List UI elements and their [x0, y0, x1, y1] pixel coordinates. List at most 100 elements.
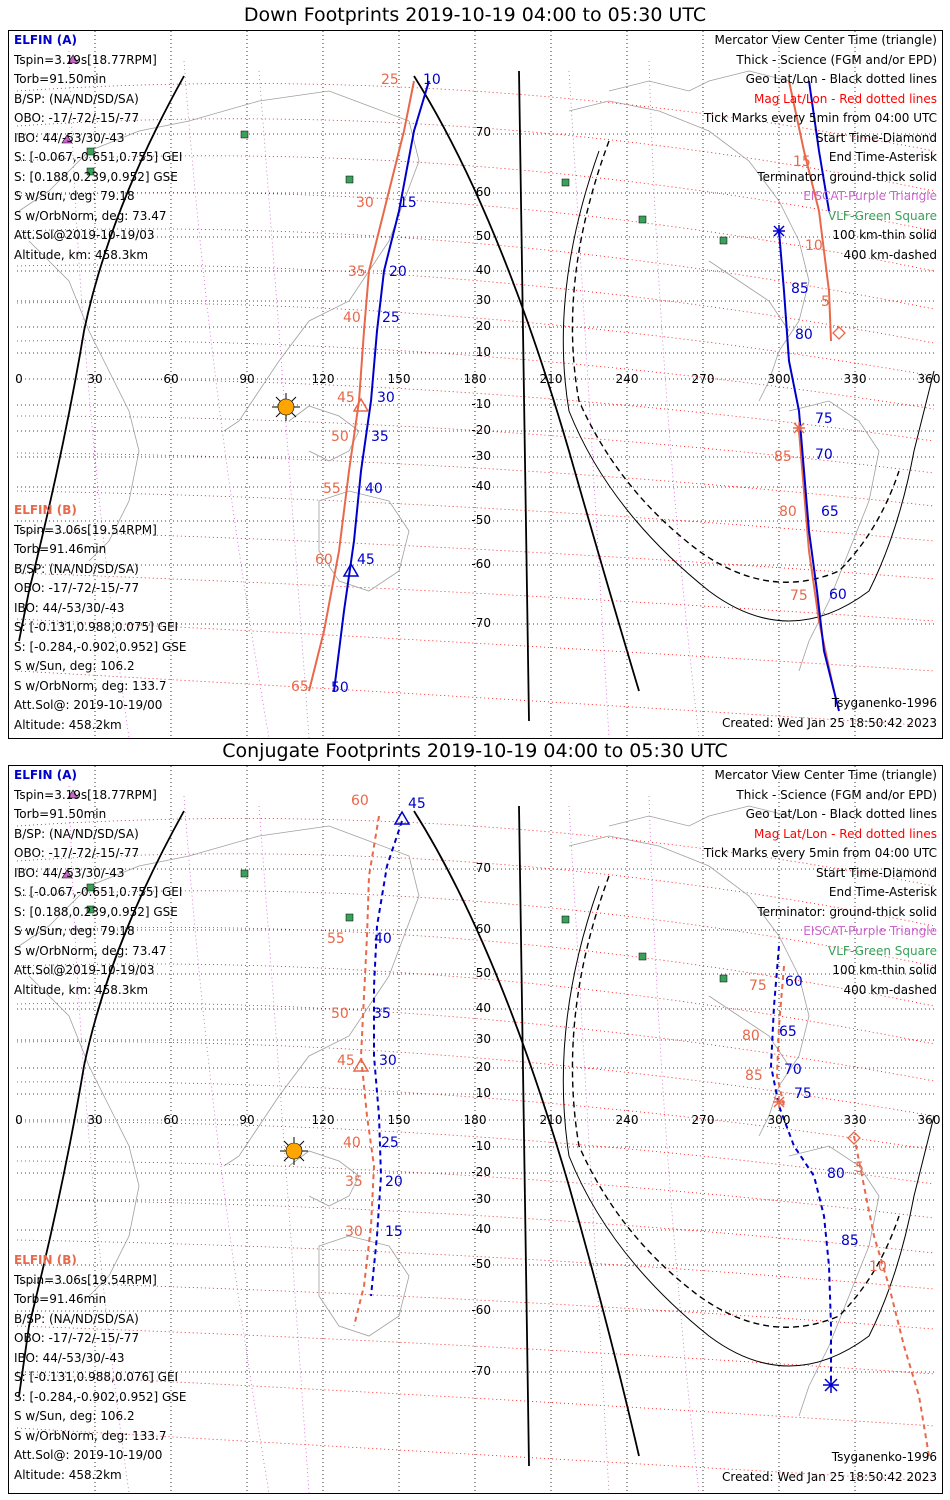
lat-label: 70: [476, 125, 491, 139]
lat-label: 10: [476, 345, 491, 359]
legend-item: Geo Lat/Lon - Black dotted lines: [745, 807, 937, 821]
lat-label: 20: [476, 1060, 491, 1074]
legend-item: Start Time-Diamond: [815, 130, 937, 145]
track-tick-label: 85: [841, 1233, 859, 1249]
track-tick-label: 25: [381, 72, 399, 88]
lon-label: 180: [464, 372, 487, 386]
track-tick-label: 15: [385, 1224, 403, 1240]
lat-label: -30: [471, 449, 491, 463]
legend-item: EISCAT-Purple Triangle: [803, 924, 937, 938]
lat-label: -60: [471, 1303, 491, 1317]
panel-title-down: Down Footprints 2019-10-19 04:00 to 05:3…: [243, 4, 707, 26]
lat-label: 70: [476, 861, 491, 875]
legend-item: 400 km-dashed: [843, 982, 937, 997]
info-line: S: [-0.067,-0.651,0.755] GEI: [14, 150, 183, 164]
lat-label: 50: [476, 229, 491, 243]
legend-item: Tick Marks every 5min from 04:00 UTC: [703, 846, 937, 860]
info-line: IBO: 44/-53/30/-43: [14, 130, 125, 145]
info-line: OBO: -17/-72/-15/-77: [14, 1331, 140, 1345]
info-line: OBO: -17/-72/-15/-77: [14, 111, 140, 125]
lat-label: 10: [476, 1086, 491, 1100]
info-line: S: [0.188,0.239,0.952] GSE: [14, 169, 178, 184]
info-line: S w/OrbNorm, deg: 133.7: [14, 678, 167, 693]
legend-item: End Time-Asterisk: [828, 885, 937, 899]
sun-icon: [280, 1137, 308, 1165]
info-line: S: [-0.284,-0.902,0.952] GSE: [14, 639, 187, 654]
legend-item: VLF-Green Square: [828, 208, 937, 223]
info-line: Tspin=3.06s[19.54RPM]: [14, 522, 157, 537]
start-diamond-b: [832, 326, 846, 340]
lat-label: 50: [476, 966, 491, 980]
lon-label: 120: [312, 1113, 335, 1127]
lat-label: -40: [471, 479, 491, 493]
lat-label: -30: [471, 1192, 491, 1206]
info-line: S w/Sun, deg: 106.2: [14, 1409, 135, 1423]
vlf-stations: [86, 130, 728, 245]
track-tick-label: 75: [815, 411, 833, 427]
footprint-boundary-dashed: [571, 140, 900, 583]
track-tick-label: 45: [337, 1053, 355, 1069]
start-diamond-b: [847, 1131, 861, 1145]
legend-item: Thick - Science (FGM and/or EPD): [736, 787, 937, 802]
info-line: IBO: 44/-53/30/-43: [14, 865, 125, 880]
track-elfin-a: [370, 820, 832, 1386]
mag-grid: [16, 818, 935, 1482]
track-tick-label: 50: [331, 429, 349, 445]
view-center-triangle-a: [393, 810, 411, 825]
track-tick-label: 40: [343, 310, 361, 326]
lat-label: -60: [471, 557, 491, 571]
track-tick-label: 80: [779, 504, 797, 520]
lat-label: 40: [476, 263, 491, 277]
lon-label: 0: [15, 372, 23, 386]
track-tick-label: 35: [371, 429, 389, 445]
eiscat-triangle: [67, 54, 79, 64]
coastlines: [18, 70, 880, 672]
map-canvas-down: 70 60 50 40 30 20 10 -10 -20 -30 -40 -50…: [15, 31, 940, 738]
lon-label: 180: [464, 1113, 487, 1127]
lon-label: 300: [768, 372, 791, 386]
lat-label: -40: [471, 1222, 491, 1236]
info-line: B/SP: (NA/ND/SD/SA): [14, 561, 139, 576]
track-tick-label: 85: [791, 281, 809, 297]
elfin-b-title: ELFIN (B): [14, 503, 77, 517]
info-line: Tspin=3.19s[18.77RPM]: [14, 52, 157, 67]
map-panel-down: 70 60 50 40 30 20 10 -10 -20 -30 -40 -50…: [8, 30, 943, 739]
legend-item: Mercator View Center Time (triangle): [714, 768, 937, 782]
legend-item: Tick Marks every 5min from 04:00 UTC: [703, 111, 937, 125]
lon-label: 210: [540, 372, 563, 386]
info-line: OBO: -17/-72/-15/-77: [14, 846, 140, 860]
legend-item: EISCAT-Purple Triangle: [803, 189, 937, 203]
sun-icon: [272, 393, 300, 421]
track-tick-label: 80: [742, 1028, 760, 1044]
info-line: S: [-0.284,-0.902,0.952] GSE: [14, 1389, 187, 1404]
geo-grid: [17, 766, 934, 1493]
info-line: S w/Sun, deg: 79.18: [14, 189, 135, 203]
track-tick-label: 25: [382, 310, 400, 326]
info-line: Att.Sol@: 2019-10-19/00: [14, 1448, 163, 1462]
track-tick-label: 5: [855, 1160, 864, 1176]
view-center-triangle-b: [352, 397, 370, 412]
track-tick-label: 75: [790, 588, 808, 604]
legend-item: 400 km-dashed: [843, 247, 937, 262]
legend-item: Start Time-Diamond: [815, 865, 937, 880]
track-tick-label: 15: [399, 195, 417, 211]
track-tick-label: 20: [385, 1174, 403, 1190]
map-canvas-conjugate: 70 60 50 40 30 20 10 -10 -20 -30 -40 -50…: [15, 766, 940, 1493]
legend-item: Mag Lat/Lon - Red dotted lines: [753, 91, 937, 106]
elfin-b-info: ELFIN (B) Tspin=3.06s[19.54RPM] Torb=91.…: [14, 1251, 187, 1485]
eiscat-triangle: [67, 789, 79, 799]
elfin-a-title: ELFIN (A): [14, 768, 77, 782]
track-tick-label: 60: [829, 587, 847, 603]
track-tick-label: 60: [785, 974, 803, 990]
map-legend: Mercator View Center Time (triangle) Thi…: [704, 31, 937, 265]
info-line: Tspin=3.06s[19.54RPM]: [14, 1272, 157, 1287]
lat-label: 20: [476, 319, 491, 333]
legend-item: Geo Lat/Lon - Black dotted lines: [745, 72, 937, 86]
info-line: Att.Sol@: 2019-10-19/00: [14, 698, 163, 712]
lon-label: 60: [163, 1113, 178, 1127]
track-elfin-b: [353, 815, 930, 1457]
end-asterisk-b: [793, 422, 805, 434]
info-line: Torb=91.46min: [14, 542, 107, 556]
track-tick-label: 85: [745, 1068, 763, 1084]
eiscat-triangle: [61, 869, 73, 879]
